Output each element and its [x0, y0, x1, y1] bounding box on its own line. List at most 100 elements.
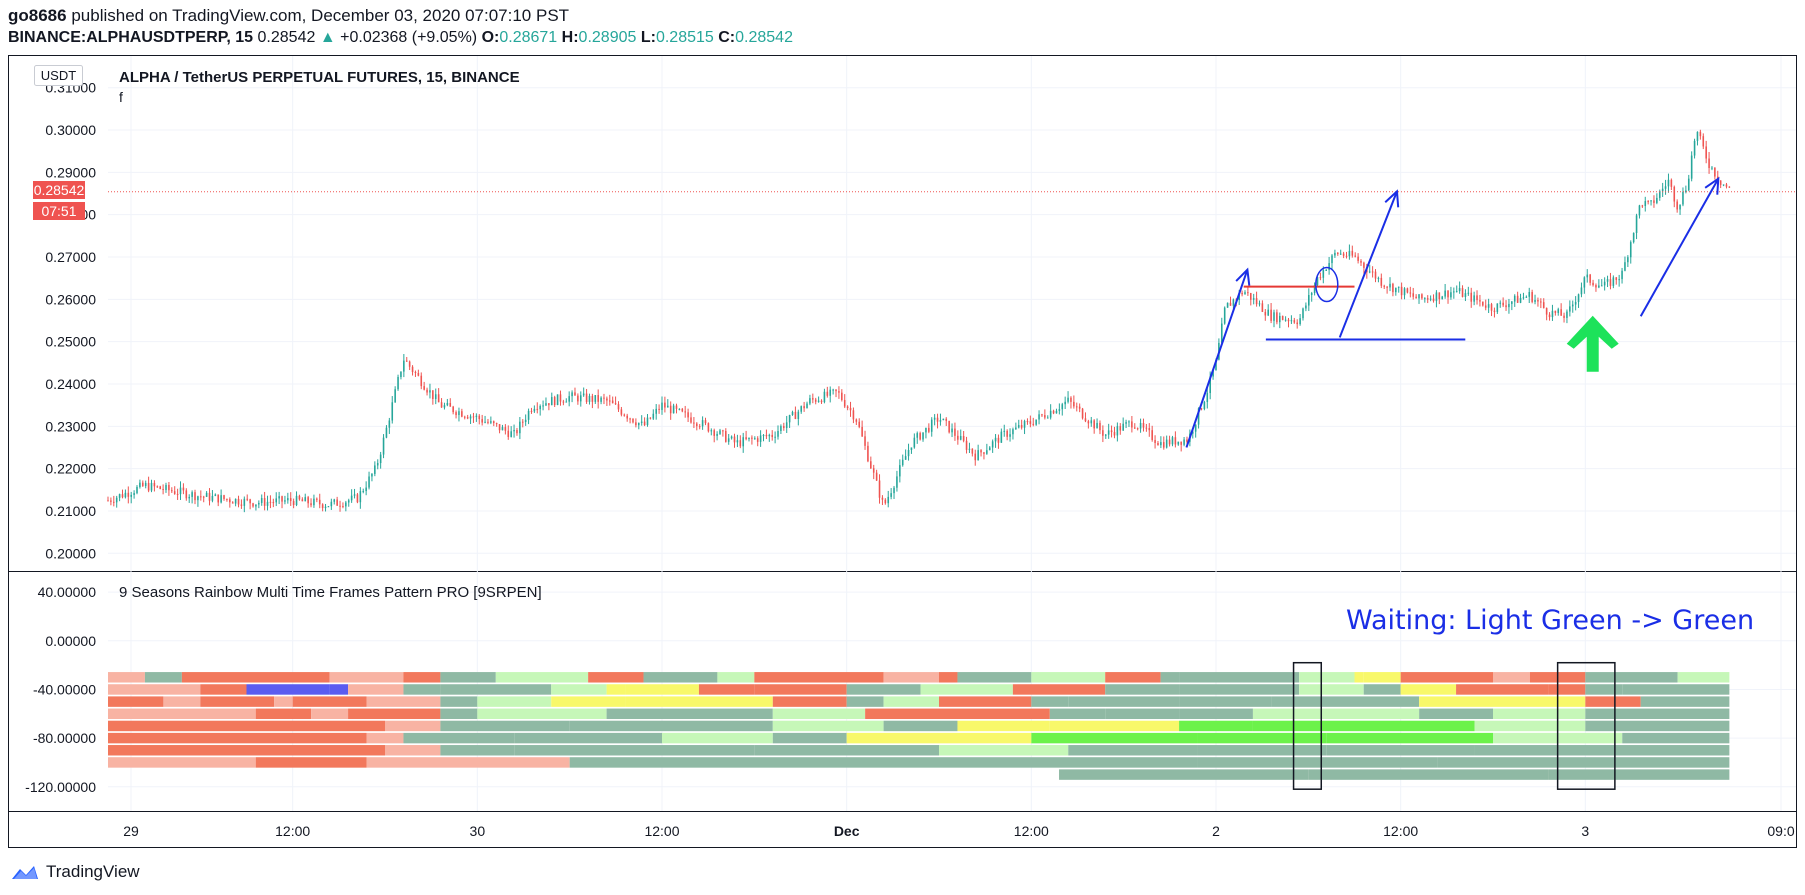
- heatmap-cell: [1012, 684, 1106, 695]
- candle-body: [1609, 279, 1612, 286]
- candle-body: [197, 496, 199, 501]
- candle-body: [524, 419, 527, 423]
- candle-body: [1264, 311, 1267, 316]
- candle-body: [1583, 277, 1586, 288]
- candle-body: [121, 494, 124, 498]
- candle-body: [1249, 293, 1252, 300]
- candle-body: [1287, 319, 1290, 322]
- candle-body: [504, 427, 507, 431]
- candle-body: [455, 412, 457, 416]
- candle-body: [1490, 304, 1493, 311]
- time-tick-label: 30: [470, 823, 486, 839]
- candle-body: [722, 430, 724, 432]
- candle-body: [890, 493, 892, 497]
- candle-body: [1595, 285, 1597, 288]
- candle-body: [832, 389, 834, 391]
- candle-body: [263, 498, 266, 506]
- currency-button[interactable]: USDT: [34, 65, 83, 86]
- candle-body: [1586, 274, 1589, 278]
- candle-body: [1157, 442, 1159, 446]
- candle-body: [1473, 295, 1475, 302]
- trend-arrow[interactable]: [1639, 178, 1720, 317]
- candle-body: [1325, 269, 1328, 271]
- candle-body: [1389, 283, 1391, 288]
- heatmap-cell: [698, 684, 755, 695]
- candle-body: [1722, 184, 1725, 186]
- candle-body: [788, 414, 791, 423]
- candle-body: [1029, 421, 1032, 424]
- price-label-badge: 0.28542 07:51: [33, 181, 85, 220]
- candle-body: [1484, 305, 1487, 308]
- heatmap-cell: [514, 732, 662, 744]
- heatmap-cell: [348, 708, 441, 720]
- candle-body: [655, 408, 657, 414]
- indicator-axis[interactable]: 40.00000 0.00000 -40.00000 -80.00000 -120.00…: [25, 584, 96, 795]
- heatmap-cell: [477, 708, 607, 720]
- heatmap-cell: [1585, 684, 1623, 695]
- heatmap-cell: [108, 745, 385, 756]
- candle-body: [1714, 167, 1716, 177]
- heatmap-cell: [1622, 684, 1730, 695]
- heatmap-cell: [588, 672, 644, 683]
- candle-body: [429, 390, 431, 393]
- highlight-box[interactable]: [1556, 661, 1616, 790]
- candle-body: [1380, 277, 1383, 286]
- candle-body: [907, 449, 910, 457]
- candle-body: [623, 414, 626, 416]
- candle-body: [252, 503, 254, 507]
- candle-body: [1603, 281, 1606, 286]
- candle-body: [591, 395, 594, 402]
- candle-body: [391, 402, 394, 421]
- candle-body: [1580, 287, 1583, 295]
- candle-body: [925, 427, 927, 433]
- candle-body: [298, 495, 301, 500]
- time-axis[interactable]: 29 12:00 30 12:00 Dec 12:00 2 12:00 3 09:0: [123, 823, 1795, 839]
- candle-body: [1084, 418, 1087, 422]
- candle-body: [1711, 167, 1713, 169]
- candle-body: [719, 430, 721, 434]
- candle-body: [899, 465, 901, 477]
- heatmap-cell: [1105, 684, 1180, 695]
- candle-body: [1293, 320, 1296, 323]
- candle-body: [1400, 286, 1403, 296]
- green-up-arrow-icon[interactable]: [1566, 315, 1619, 372]
- heatmap-cell: [1326, 732, 1493, 744]
- candle-body: [1566, 311, 1568, 318]
- candle-body: [513, 429, 515, 432]
- candle-body: [1563, 315, 1565, 318]
- heatmap-cell: [366, 732, 404, 744]
- countdown-label: 07:51: [41, 203, 76, 219]
- heatmap-cell: [717, 672, 755, 683]
- candle-body: [208, 492, 211, 501]
- candle-body: [1290, 320, 1293, 322]
- candle-body: [1116, 426, 1119, 436]
- tradingview-logo[interactable]: TradingView: [10, 862, 140, 882]
- candle-body: [127, 492, 130, 497]
- time-tick-label: Dec: [834, 823, 860, 839]
- trend-arrow[interactable]: [1338, 191, 1398, 338]
- heatmap-cell: [1419, 708, 1493, 720]
- candle-body: [678, 408, 681, 410]
- heatmap-cell: [1105, 708, 1180, 720]
- heatmap-cell: [1031, 732, 1198, 744]
- author-name[interactable]: go8686: [8, 6, 67, 25]
- candle-body: [1180, 441, 1182, 445]
- candle-body: [501, 427, 504, 431]
- price-axis[interactable]: 0.310000.300000.290000.280000.270000.260…: [45, 80, 96, 562]
- candle-body: [1453, 291, 1455, 293]
- symbol-info: BINANCE:ALPHAUSDTPERP, 15 0.28542 ▲ +0.0…: [8, 29, 793, 47]
- highlight-box[interactable]: [1292, 661, 1323, 790]
- trend-arrow[interactable]: [1185, 269, 1249, 448]
- candle-body: [1624, 262, 1626, 271]
- candle-body: [783, 426, 785, 429]
- candle-body: [490, 421, 492, 423]
- candle-body: [466, 417, 469, 419]
- candle-body: [1650, 200, 1652, 202]
- candle-body: [113, 501, 115, 503]
- candle-body: [1589, 274, 1591, 283]
- drawing-annotations[interactable]: [1185, 176, 1720, 448]
- candle-body: [519, 421, 521, 434]
- ellipse-marker[interactable]: [1315, 266, 1339, 303]
- candle-body: [536, 408, 539, 410]
